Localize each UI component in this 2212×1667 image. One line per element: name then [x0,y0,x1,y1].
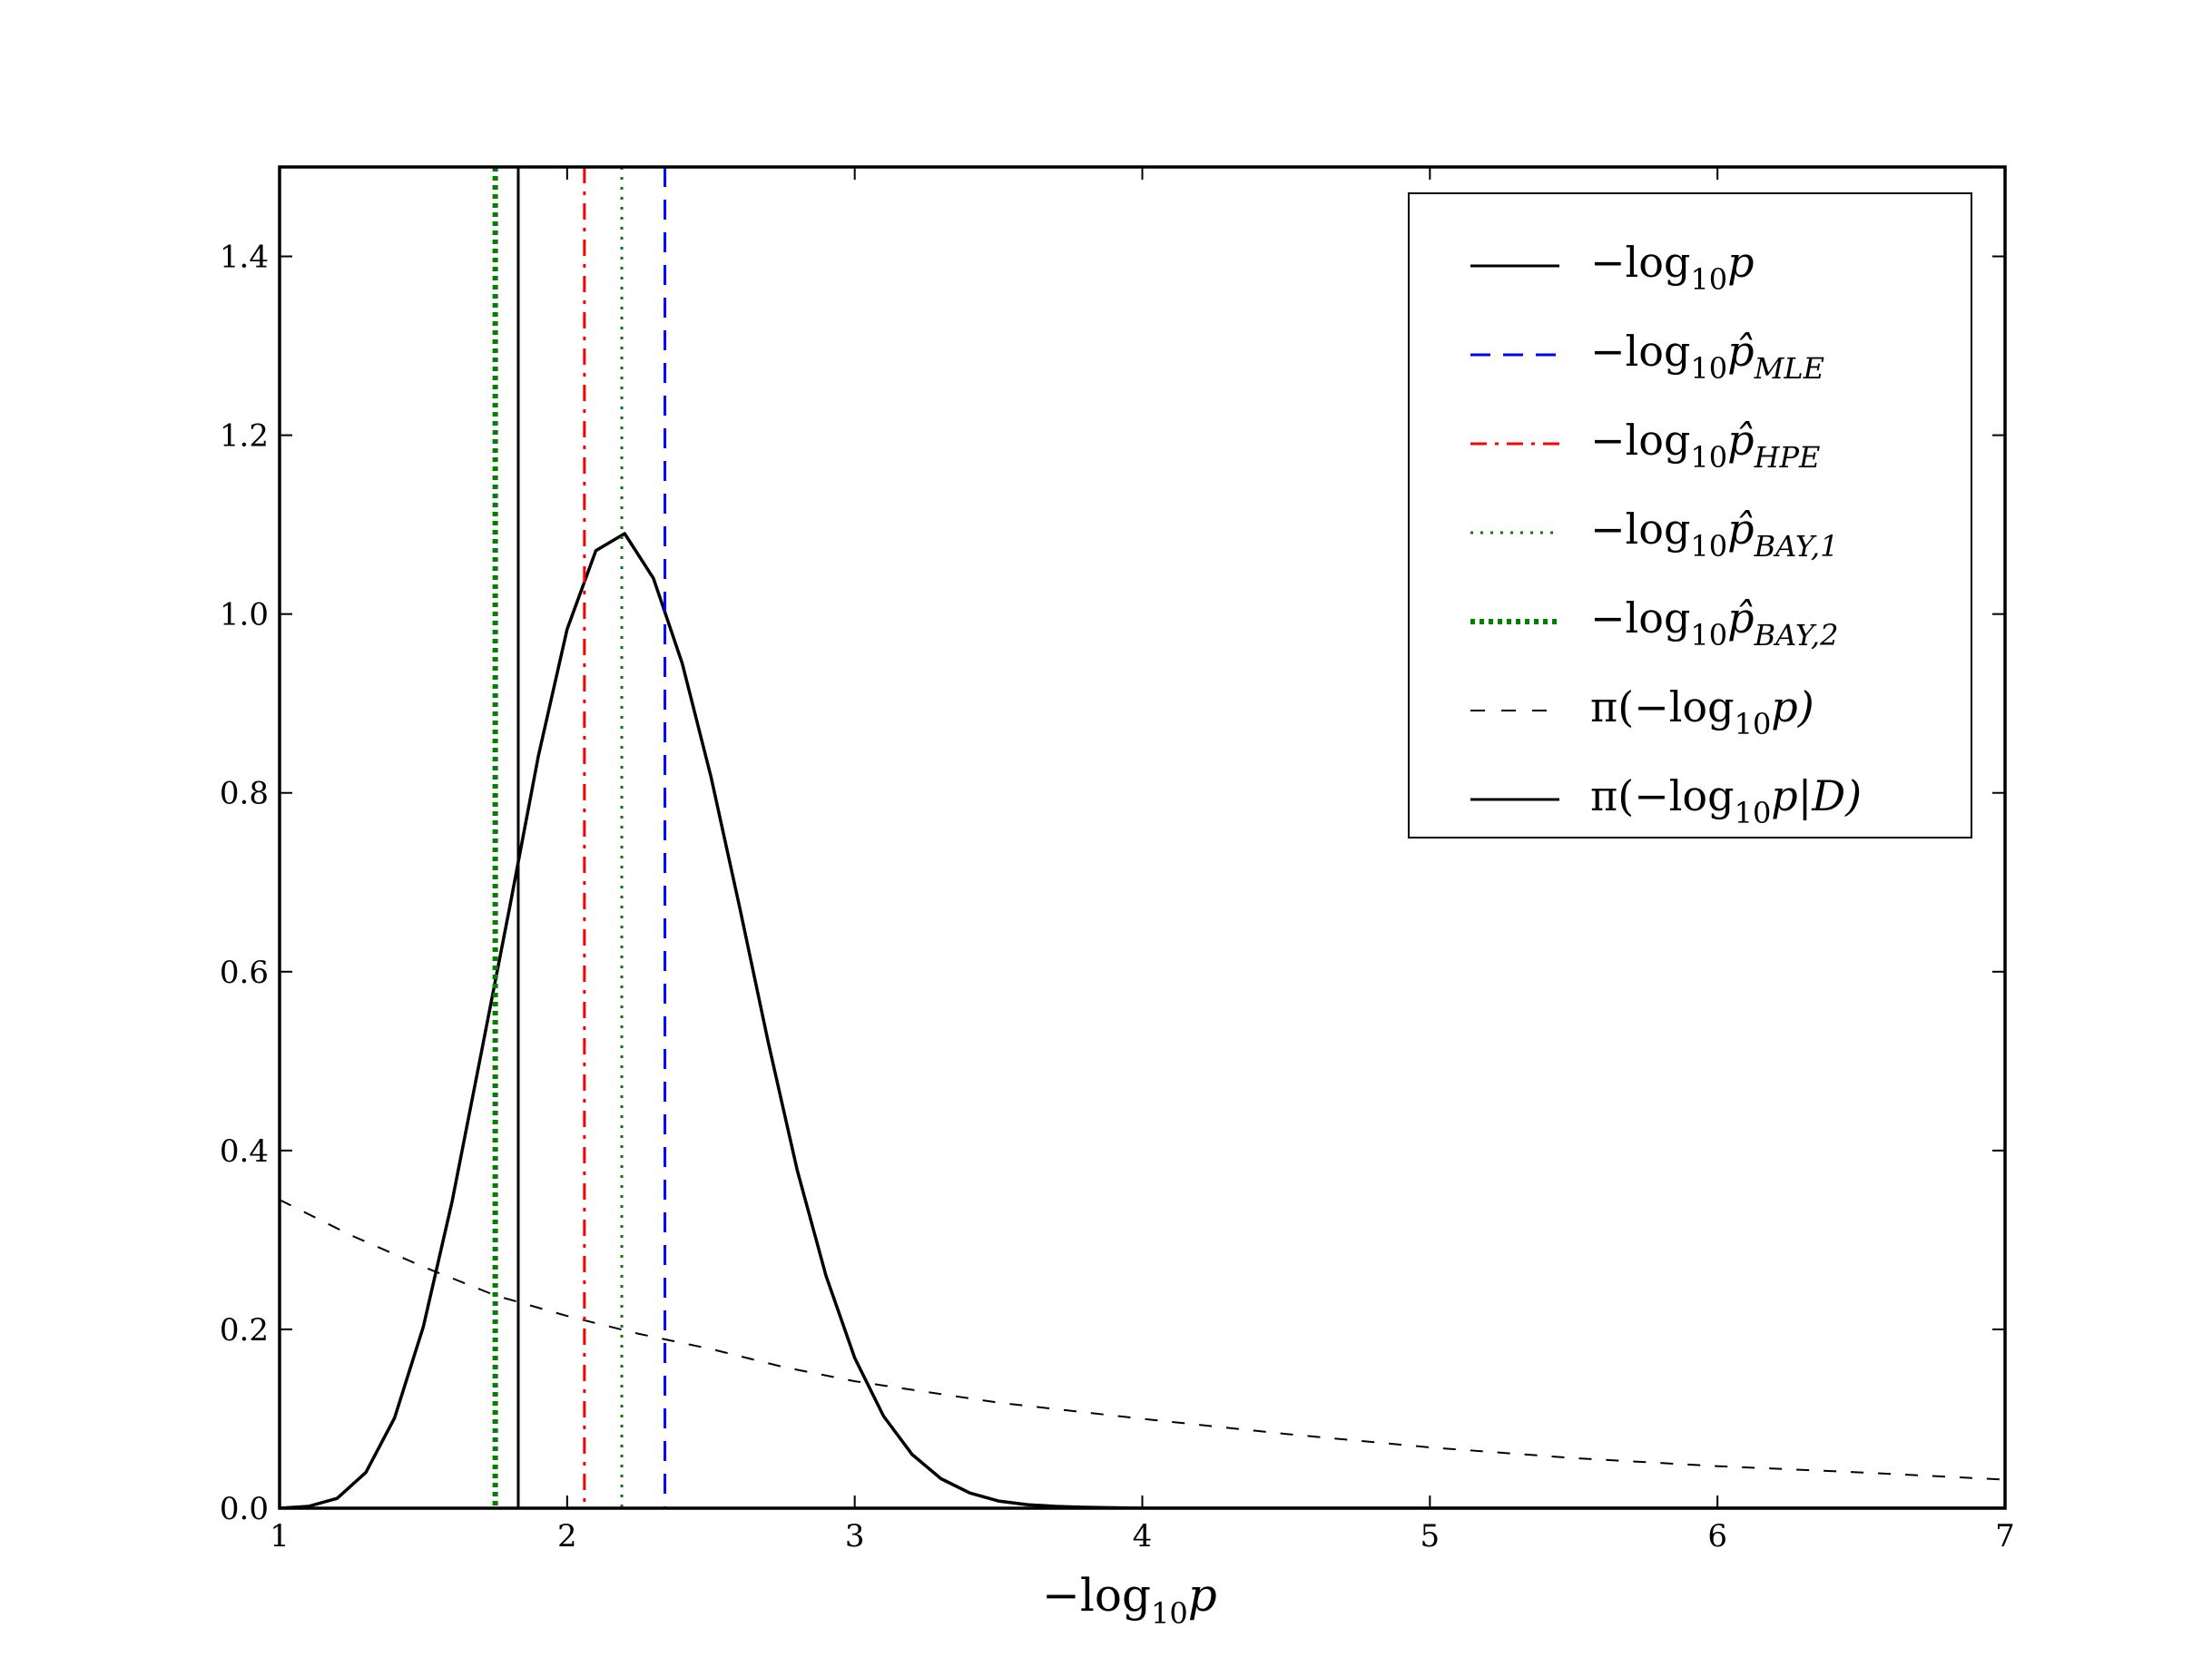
y-tick-label: 0.4 [220,1133,269,1170]
y-tick-label: 1.4 [220,240,269,276]
y-tick-label: 0.0 [220,1491,269,1527]
y-tick-label: 1.2 [220,418,269,455]
legend-label: π(−log10p) [1590,682,1814,741]
x-tick-label: 6 [1707,1518,1727,1554]
x-tick-label: 5 [1421,1518,1440,1554]
y-tick-label: 1.0 [220,597,269,633]
legend: −log10p −log10p̂MLE −log10p̂HPE −log10p̂BAY… [1408,192,1972,838]
y-tick-label: 0.2 [220,1312,269,1348]
reference-lines [492,167,667,1508]
x-axis-label: −log10p [1042,1569,1217,1631]
legend-label: π(−log10p|D) [1590,771,1862,830]
legend-label: −log10p̂BAY,1 [1590,505,1838,564]
x-tick-label: 3 [845,1518,865,1554]
legend-box [1408,192,1972,838]
y-tick-label: 0.6 [220,955,269,991]
x-tick-label: 1 [270,1518,290,1554]
x-tick-label: 7 [1995,1518,2015,1554]
x-tick-label: 2 [557,1518,577,1554]
legend-label: −log10p̂HPE [1590,416,1820,475]
legend-label: −log10p̂BAY,2 [1590,593,1838,652]
legend-label: −log10p [1590,238,1755,297]
x-tick-label: 4 [1133,1518,1153,1554]
y-tick-label: 0.8 [220,776,269,812]
legend-label: −log10p̂MLE [1590,327,1824,386]
prior-density-line [280,1199,2005,1481]
axis-ticks: 1 2 3 4 5 6 7 0.0 0.2 0.4 0.6 0.8 1.0 1.2 1.4 [220,167,2015,1554]
svg-text:−log10p: −log10p [1042,1569,1217,1631]
